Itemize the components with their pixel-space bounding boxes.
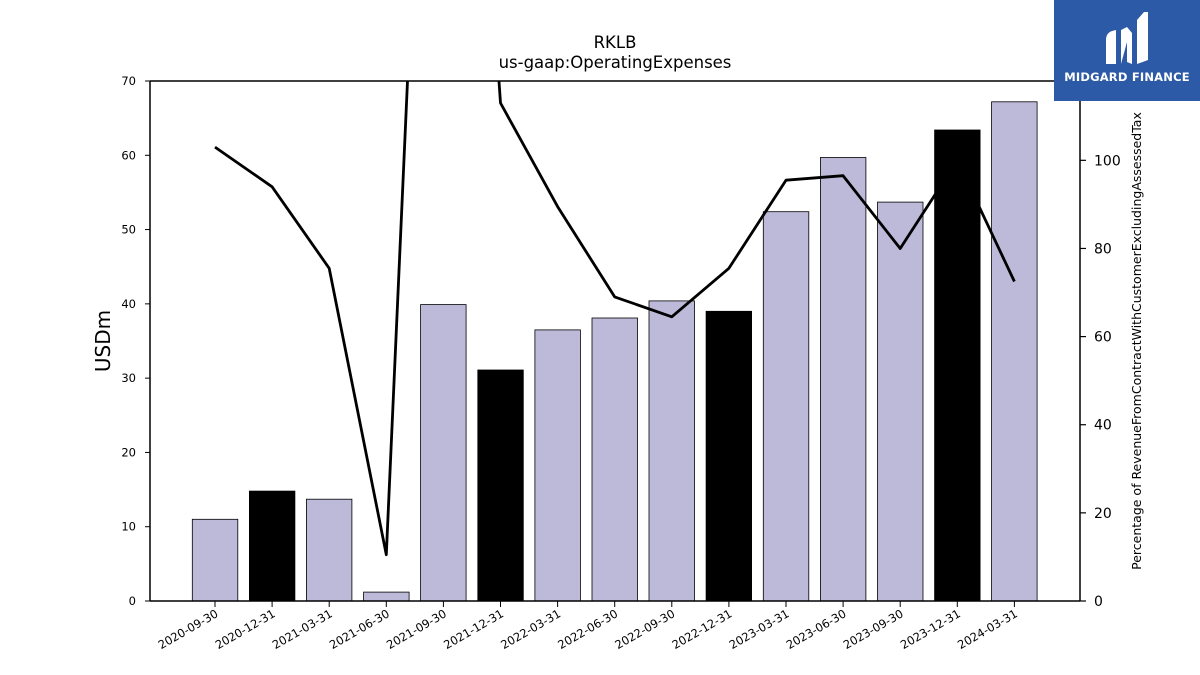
y2-tick-label-20: 20 (1094, 506, 1112, 522)
x-tick-label-2021-09-30: 2021-09-30 (384, 606, 449, 652)
x-tick-label-2020-12-31: 2020-12-31 (213, 606, 278, 652)
y-tick-label-20: 20 (121, 445, 136, 459)
y-tick-label-40: 40 (121, 297, 136, 311)
x-tick-label-2022-03-31: 2022-03-31 (498, 606, 563, 652)
y-axis-label: USDm (91, 310, 115, 372)
bar-2024-03-31 (991, 101, 1038, 602)
logo-text: MIDGARD FINANCE (1064, 70, 1190, 84)
bar-2022-03-31 (534, 329, 581, 602)
percentage-line (214, 81, 1016, 557)
y2-tick-label-0: 0 (1094, 594, 1103, 610)
y2-tick-label-100: 100 (1094, 153, 1121, 169)
x-tick-label-2023-06-30: 2023-06-30 (784, 606, 849, 652)
y2-tick-label-60: 60 (1094, 330, 1112, 346)
y-tick-label-30: 30 (121, 371, 136, 385)
y-tick-label-60: 60 (121, 148, 136, 162)
x-tick-label-2021-12-31: 2021-12-31 (441, 606, 506, 652)
x-tick-label-2024-03-31: 2024-03-31 (955, 606, 1020, 652)
bar-2022-06-30 (591, 317, 638, 602)
bar-group (191, 101, 1038, 602)
bar-2021-03-31 (305, 498, 353, 602)
x-tick-label-2022-09-30: 2022-09-30 (612, 606, 677, 652)
line-layer (214, 81, 1016, 557)
x-tick-label-2023-12-31: 2023-12-31 (898, 606, 963, 652)
bar-2022-09-30 (648, 300, 695, 602)
bar-2021-06-30 (363, 591, 410, 602)
bar-2020-09-30 (191, 518, 239, 602)
bar-2023-06-30 (820, 157, 867, 602)
brand-logo: MIDGARD FINANCE (1054, 0, 1200, 101)
y-tick-label-70: 70 (121, 74, 136, 88)
y2-axis-label: Percentage of RevenueFromContractWithCus… (1129, 112, 1144, 570)
x-tick-label-2022-06-30: 2022-06-30 (555, 606, 620, 652)
x-tick-label-2023-09-30: 2023-09-30 (841, 606, 906, 652)
y2-tick-label-80: 80 (1094, 241, 1112, 257)
x-tick-label-2020-09-30: 2020-09-30 (156, 606, 221, 652)
y-tick-label-0: 0 (129, 594, 136, 608)
y-tick-label-50: 50 (121, 223, 136, 237)
bar-2023-09-30 (877, 201, 924, 602)
bar-2022-12-31 (705, 310, 752, 602)
chart-subtitle: us-gaap:OperatingExpenses (499, 53, 732, 72)
bar-2020-12-31 (248, 490, 296, 602)
x-tick-label-2023-03-31: 2023-03-31 (727, 606, 792, 652)
bar-2021-12-31 (477, 369, 524, 602)
x-tick-label-2021-06-30: 2021-06-30 (327, 606, 392, 652)
bar-2023-03-31 (762, 211, 810, 602)
x-tick-label-2021-03-31: 2021-03-31 (270, 606, 335, 652)
logo-mark-icon (1106, 12, 1148, 64)
y2-tick-label-40: 40 (1094, 418, 1112, 434)
chart-title: RKLB (594, 33, 637, 52)
bar-2023-12-31 (934, 129, 981, 602)
x-tick-label-2022-12-31: 2022-12-31 (670, 606, 735, 652)
y-tick-label-10: 10 (121, 520, 136, 534)
bar-2021-09-30 (420, 304, 467, 602)
